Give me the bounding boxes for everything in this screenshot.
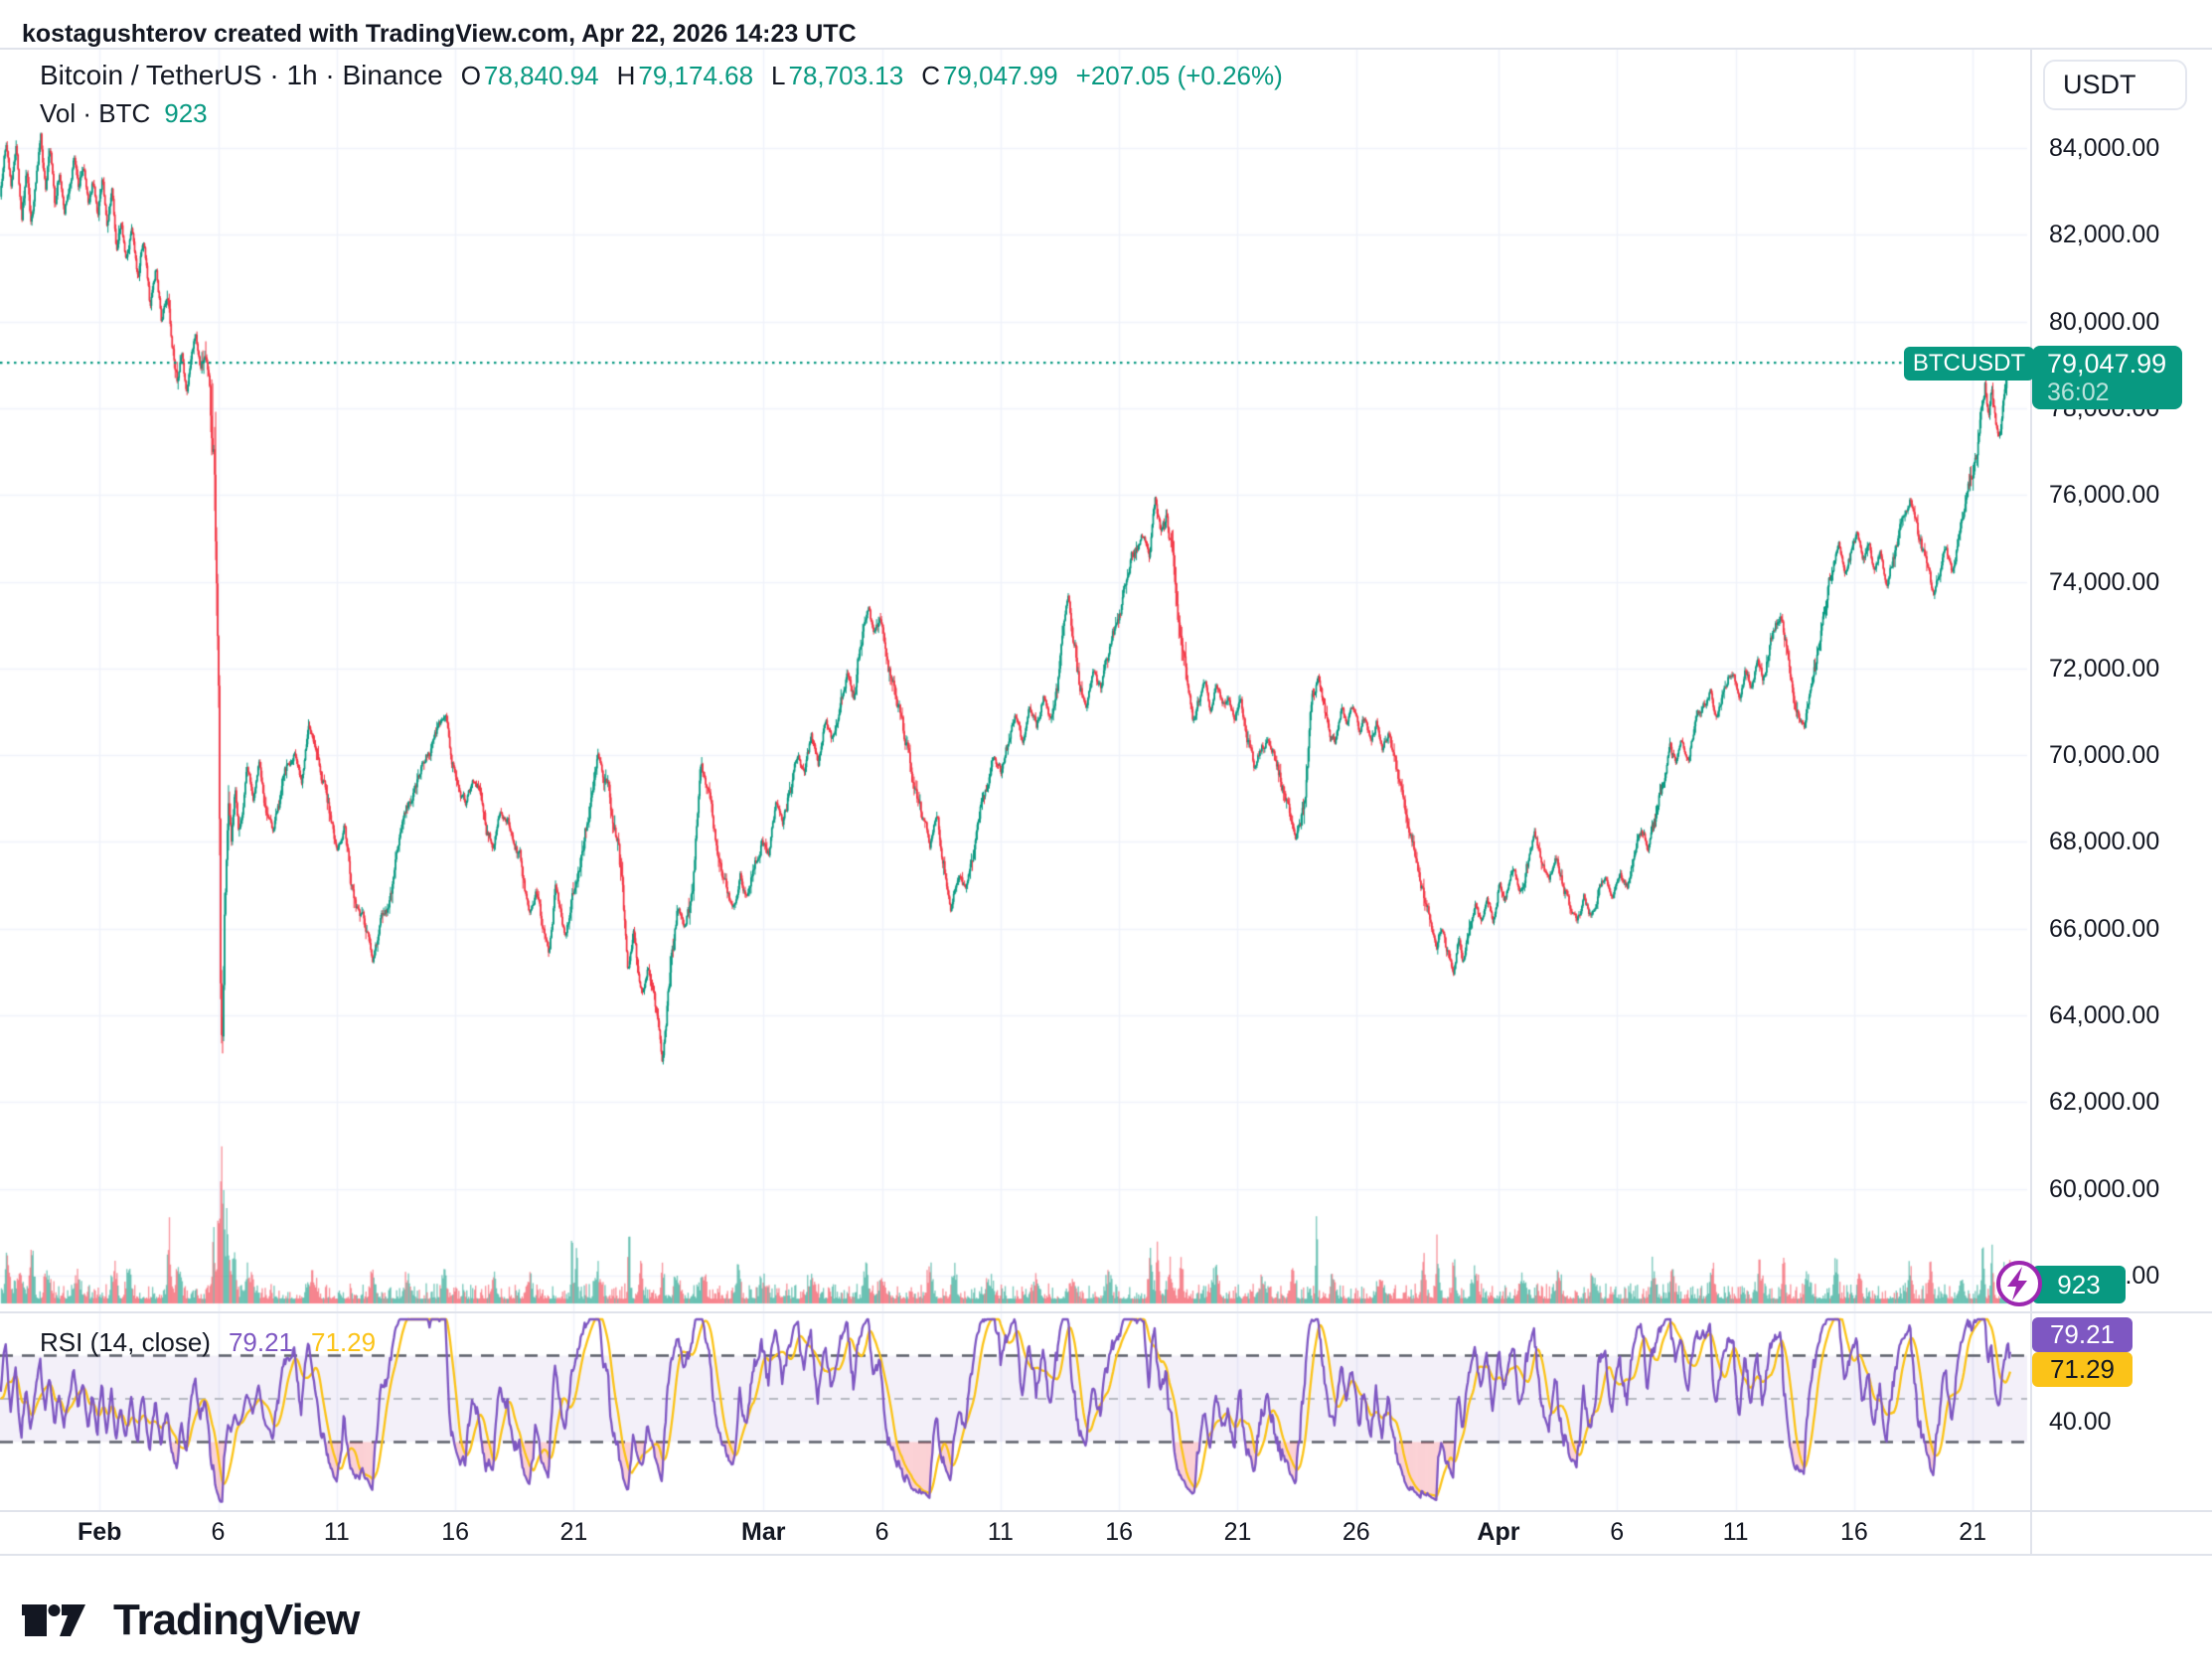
price-axis-label: 74,000.00 <box>2049 567 2160 596</box>
time-axis-label: 21 <box>559 1518 588 1546</box>
bar-countdown: 36:02 <box>2047 379 2110 406</box>
price-axis-label: 72,000.00 <box>2049 654 2160 683</box>
footer: TradingView <box>22 1596 360 1645</box>
low-value: L 78,703.13 <box>771 60 904 90</box>
time-axis-label: 26 <box>1342 1518 1370 1546</box>
pane-separator[interactable] <box>0 1311 2212 1313</box>
time-axis-border <box>0 1510 2212 1512</box>
tradingview-brand-text[interactable]: TradingView <box>113 1596 360 1644</box>
time-axis-label: 6 <box>211 1518 226 1546</box>
price-axis-label: 62,000.00 <box>2049 1088 2160 1117</box>
price-axis-label: 60,000.00 <box>2049 1174 2160 1203</box>
price-axis-label: 82,000.00 <box>2049 221 2160 249</box>
symbol-title[interactable]: Bitcoin / TetherUS · 1h · Binance <box>40 60 443 90</box>
rsi-ma-axis-badge: 71.29 <box>2032 1352 2133 1387</box>
last-price-symbol-tag: BTCUSDT <box>1904 347 2034 381</box>
time-axis-label: 21 <box>1223 1518 1252 1546</box>
volume-axis-badge: 923 <box>2032 1266 2126 1303</box>
price-axis-label: 84,000.00 <box>2049 134 2160 162</box>
volume-legend[interactable]: Vol · BTC 923 <box>40 98 208 129</box>
price-axis-border <box>2030 48 2032 1555</box>
price-axis-label: 66,000.00 <box>2049 914 2160 943</box>
time-axis-label: Apr <box>1477 1518 1520 1546</box>
rsi-title[interactable]: RSI (14, close) <box>40 1327 211 1357</box>
widget-bottom-border <box>0 1554 2212 1556</box>
rsi-legend[interactable]: RSI (14, close) 79.21 71.29 <box>40 1327 376 1358</box>
rsi-value: 79.21 <box>228 1327 294 1357</box>
price-axis-label: 70,000.00 <box>2049 741 2160 770</box>
time-axis-label: 11 <box>323 1518 350 1546</box>
attribution-text: kostagushterov created with TradingView.… <box>22 20 857 48</box>
price-axis-label: 64,000.00 <box>2049 1001 2160 1029</box>
time-axis-label: 11 <box>987 1518 1014 1546</box>
volume-label: Vol · BTC <box>40 98 151 128</box>
time-axis-label: 16 <box>1105 1518 1134 1546</box>
main-chart-canvas[interactable] <box>0 48 2030 1510</box>
symbol-legend[interactable]: Bitcoin / TetherUS · 1h · Binance O 78,84… <box>40 60 1283 91</box>
rsi-ma-value: 71.29 <box>311 1327 377 1357</box>
time-axis-label: 16 <box>441 1518 470 1546</box>
time-axis-label: Mar <box>741 1518 786 1546</box>
time-axis-label: 16 <box>1839 1518 1868 1546</box>
high-value: H 79,174.68 <box>616 60 754 90</box>
volume-value: 923 <box>164 98 208 128</box>
price-axis-label: 68,000.00 <box>2049 828 2160 856</box>
last-price-label: 79,047.99 36:02 <box>2032 346 2182 409</box>
change-value: +207.05 (+0.26%) <box>1075 60 1283 90</box>
currency-toggle-button[interactable]: USDT <box>2043 60 2187 110</box>
rsi-axis-badge: 79.21 <box>2032 1317 2133 1352</box>
price-axis-label: 80,000.00 <box>2049 307 2160 336</box>
time-axis-label: 11 <box>1722 1518 1749 1546</box>
time-axis-label: Feb <box>77 1518 122 1546</box>
open-value: O 78,840.94 <box>460 60 599 90</box>
tradingview-logo-icon[interactable] <box>22 1603 87 1637</box>
price-axis-label: 76,000.00 <box>2049 481 2160 510</box>
header-divider <box>0 48 2212 50</box>
time-axis-label: 6 <box>1610 1518 1625 1546</box>
time-axis-label: 6 <box>874 1518 889 1546</box>
last-price-value: 79,047.99 <box>2047 349 2167 379</box>
time-axis-label: 21 <box>1959 1518 1987 1546</box>
rsi-axis-label-40: 40.00 <box>2049 1408 2112 1436</box>
flash-boost-icon[interactable] <box>1993 1258 2045 1309</box>
close-value: C 79,047.99 <box>921 60 1058 90</box>
